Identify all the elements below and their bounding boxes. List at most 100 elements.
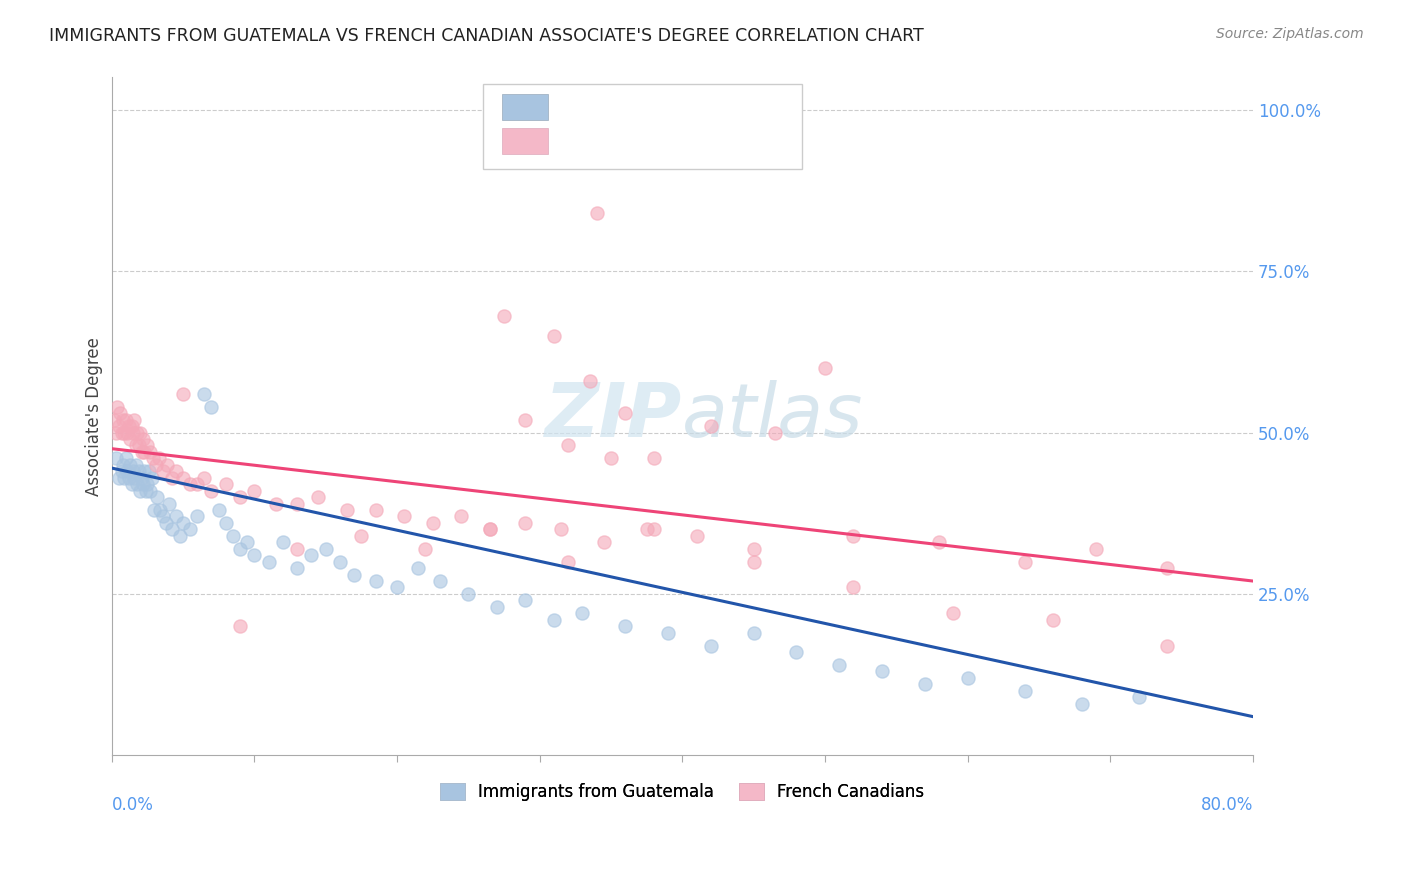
Point bbox=[115, 412, 138, 426]
Point bbox=[299, 548, 322, 562]
Point bbox=[179, 522, 201, 536]
Point bbox=[243, 548, 266, 562]
Point bbox=[543, 613, 565, 627]
Point bbox=[148, 451, 170, 466]
Point bbox=[120, 432, 142, 446]
Point bbox=[457, 587, 479, 601]
Point bbox=[103, 412, 125, 426]
Point bbox=[129, 425, 152, 440]
Point bbox=[125, 438, 148, 452]
Point bbox=[557, 555, 579, 569]
Point bbox=[236, 535, 259, 549]
Point bbox=[179, 477, 201, 491]
Point bbox=[139, 445, 162, 459]
Text: Source: ZipAtlas.com: Source: ZipAtlas.com bbox=[1216, 27, 1364, 41]
Point bbox=[165, 509, 187, 524]
Point bbox=[105, 400, 128, 414]
Point bbox=[1084, 541, 1107, 556]
Point bbox=[685, 529, 707, 543]
Point bbox=[614, 619, 637, 633]
Point bbox=[172, 516, 194, 530]
Point bbox=[264, 497, 287, 511]
Point bbox=[118, 471, 141, 485]
Point bbox=[550, 522, 572, 536]
Point bbox=[643, 522, 665, 536]
Point bbox=[128, 464, 150, 478]
Point bbox=[124, 412, 146, 426]
Point bbox=[485, 599, 508, 614]
Point bbox=[172, 386, 194, 401]
Point bbox=[157, 497, 180, 511]
Point bbox=[222, 529, 245, 543]
Point bbox=[364, 574, 387, 588]
Point bbox=[229, 619, 252, 633]
Point bbox=[478, 522, 501, 536]
Point bbox=[160, 471, 183, 485]
Point bbox=[763, 425, 786, 440]
Text: atlas: atlas bbox=[682, 380, 863, 452]
Point bbox=[492, 310, 515, 324]
Point bbox=[557, 438, 579, 452]
Point bbox=[110, 464, 132, 478]
Point bbox=[1128, 690, 1150, 705]
Point bbox=[142, 451, 165, 466]
Point bbox=[408, 561, 430, 575]
FancyBboxPatch shape bbox=[502, 128, 547, 154]
Point bbox=[139, 483, 162, 498]
Point bbox=[193, 386, 215, 401]
Point bbox=[422, 516, 444, 530]
Point bbox=[478, 522, 501, 536]
Point bbox=[207, 503, 229, 517]
Point bbox=[614, 406, 637, 420]
Point bbox=[285, 541, 308, 556]
Point bbox=[112, 458, 135, 472]
Point bbox=[828, 657, 851, 672]
Point bbox=[128, 438, 150, 452]
Text: R = −0.256: R = −0.256 bbox=[560, 132, 657, 150]
Text: R = −0.527: R = −0.527 bbox=[560, 98, 657, 116]
Point bbox=[643, 451, 665, 466]
Point bbox=[134, 464, 156, 478]
Point bbox=[742, 625, 765, 640]
Point bbox=[329, 555, 352, 569]
Point bbox=[122, 464, 145, 478]
Point bbox=[592, 535, 614, 549]
Point bbox=[129, 483, 152, 498]
Point bbox=[160, 522, 183, 536]
Point bbox=[600, 451, 623, 466]
Text: N = 85: N = 85 bbox=[699, 132, 758, 150]
Point bbox=[104, 425, 127, 440]
Point bbox=[392, 509, 415, 524]
Point bbox=[285, 561, 308, 575]
Point bbox=[152, 509, 174, 524]
Point bbox=[141, 471, 163, 485]
Point bbox=[1070, 697, 1092, 711]
Text: IMMIGRANTS FROM GUATEMALA VS FRENCH CANADIAN ASSOCIATE'S DEGREE CORRELATION CHAR: IMMIGRANTS FROM GUATEMALA VS FRENCH CANA… bbox=[49, 27, 924, 45]
Point bbox=[657, 625, 679, 640]
Point bbox=[112, 412, 135, 426]
Point bbox=[134, 445, 156, 459]
Point bbox=[104, 451, 127, 466]
Point bbox=[121, 477, 143, 491]
Point bbox=[172, 471, 194, 485]
Point bbox=[285, 497, 308, 511]
Point bbox=[578, 374, 600, 388]
Point bbox=[131, 471, 153, 485]
Point bbox=[215, 477, 238, 491]
Point bbox=[343, 567, 366, 582]
FancyBboxPatch shape bbox=[482, 84, 801, 169]
Point bbox=[1014, 555, 1036, 569]
Point bbox=[271, 535, 294, 549]
Point bbox=[107, 419, 129, 434]
Point bbox=[143, 503, 166, 517]
Point bbox=[1156, 561, 1178, 575]
Point bbox=[136, 477, 159, 491]
Point bbox=[115, 451, 138, 466]
Point bbox=[132, 477, 155, 491]
Point bbox=[186, 509, 208, 524]
Point bbox=[956, 671, 979, 685]
Point bbox=[117, 425, 139, 440]
Point bbox=[415, 541, 437, 556]
Point bbox=[131, 445, 153, 459]
FancyBboxPatch shape bbox=[502, 95, 547, 120]
